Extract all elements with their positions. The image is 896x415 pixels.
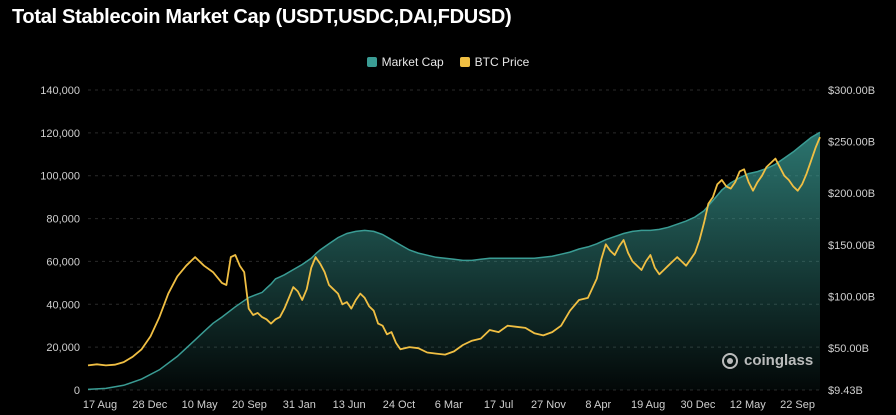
x-tick: 28 Dec <box>132 399 167 411</box>
y-left-tick: 140,000 <box>40 85 80 97</box>
watermark-text: coinglass <box>744 352 814 369</box>
y-right-tick: $150.00B <box>828 240 875 252</box>
x-tick: 20 Sep <box>232 399 267 411</box>
y-left-tick: 20,000 <box>46 342 80 354</box>
x-tick: 10 May <box>182 399 219 411</box>
x-tick: 31 Jan <box>283 399 316 411</box>
x-tick: 27 Nov <box>531 399 566 411</box>
x-tick: 24 Oct <box>383 399 415 411</box>
y-right-tick: $250.00B <box>828 137 875 149</box>
y-right-tick: $9.43B <box>828 385 863 397</box>
legend-label-market-cap: Market Cap <box>381 55 444 69</box>
coinglass-logo-icon <box>722 352 738 369</box>
watermark: coinglass <box>722 352 813 369</box>
y-left-tick: 0 <box>74 385 80 397</box>
y-left-tick: 80,000 <box>46 214 80 226</box>
y-right-tick: $300.00B <box>828 85 875 97</box>
y-left-tick: 100,000 <box>40 171 80 183</box>
market-cap-area <box>88 132 820 391</box>
x-tick: 12 May <box>730 399 767 411</box>
y-left-tick: 120,000 <box>40 128 80 140</box>
y-right-tick: $100.00B <box>828 291 875 303</box>
legend-item-btc-price[interactable]: BTC Price <box>459 55 530 69</box>
x-tick: 8 Apr <box>585 399 611 411</box>
x-tick: 19 Aug <box>631 399 665 411</box>
y-right-tick: $50.00B <box>828 343 869 355</box>
btc-price-line <box>87 136 821 367</box>
market-cap-line <box>87 131 821 391</box>
x-tick: 17 Jul <box>484 399 513 411</box>
legend-item-market-cap[interactable]: Market Cap <box>366 55 444 69</box>
x-tick: 22 Sep <box>780 399 815 411</box>
x-tick: 17 Aug <box>83 399 117 411</box>
x-tick: 13 Jun <box>333 399 366 411</box>
y-left-tick: 40,000 <box>46 299 80 311</box>
y-right-tick: $200.00B <box>828 188 875 200</box>
x-tick: 30 Dec <box>680 399 715 411</box>
legend-swatch-btc-price <box>459 57 470 67</box>
chart-legend: Market Cap BTC Price <box>0 55 896 69</box>
chart-title: Total Stablecoin Market Cap (USDT,USDC,D… <box>12 6 512 28</box>
y-left-tick: 60,000 <box>46 256 80 268</box>
legend-label-btc-price: BTC Price <box>474 55 530 69</box>
x-tick: 6 Mar <box>435 399 463 411</box>
legend-swatch-market-cap <box>366 57 377 67</box>
